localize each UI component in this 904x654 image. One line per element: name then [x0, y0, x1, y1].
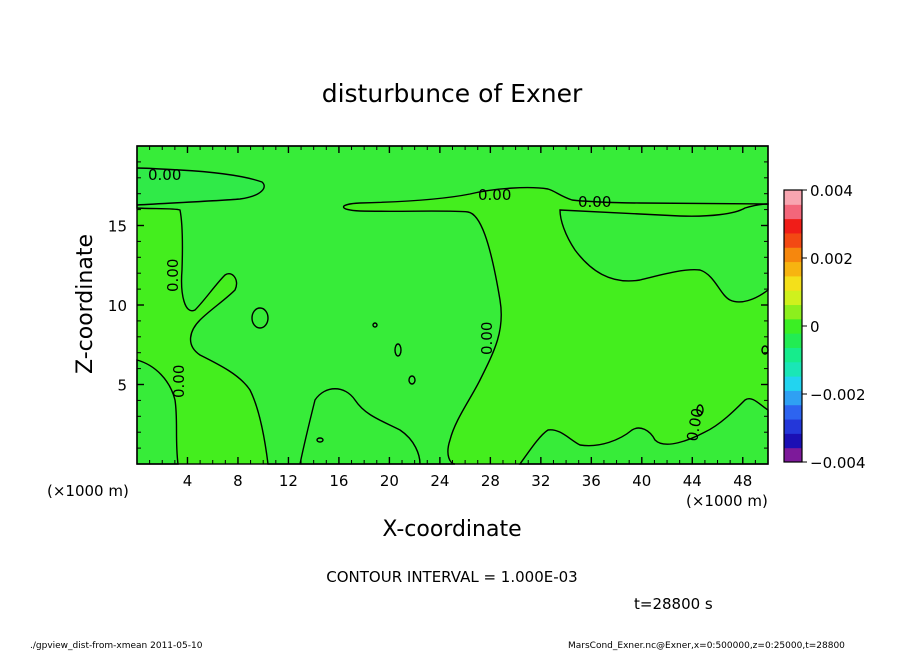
colorbar-segment [784, 433, 802, 449]
time-text: t=28800 s [634, 595, 713, 613]
x-tick-label: 8 [233, 472, 243, 490]
colorbar-segment [784, 261, 802, 277]
zero-contour-loop [394, 343, 402, 357]
colorbar-segment [784, 204, 802, 220]
contour-label: 0.00 [148, 166, 181, 184]
x-tick-label: 20 [380, 472, 399, 490]
colorbar-segment [784, 376, 802, 391]
colorbar-segment [784, 247, 802, 263]
zero-contour-line [518, 398, 769, 465]
x-tick-label: 44 [683, 472, 702, 490]
x-unit-right: (×1000 m) [686, 492, 768, 510]
x-tick-label: 40 [632, 472, 651, 490]
colorbar-segment [784, 290, 802, 306]
zero-contour-loop [696, 404, 704, 416]
colorbar-segment [784, 361, 802, 377]
colorbar-segment [784, 218, 802, 234]
x-tick-label: 48 [733, 472, 752, 490]
footer-left: ./gpview_dist-from-xmean 2011-05-10 [30, 641, 203, 651]
colorbar-tick-label: 0.002 [810, 250, 853, 268]
x-axis: 4 8 12 16 20 24 28 32 36 40 44 48 [149, 146, 756, 490]
colorbar-segment [784, 347, 802, 363]
colorbar-tick-label: 0 [810, 318, 820, 336]
zero-contour-line [136, 167, 265, 206]
colorbar-segment [784, 232, 802, 248]
x-tick-label: 12 [279, 472, 298, 490]
contour-label: 0.00 [164, 259, 182, 292]
colorbar-segment [784, 304, 802, 320]
zero-contour-line [559, 203, 769, 303]
footer-right: MarsCond_Exner.nc@Exner,x=0:500000,z=0:2… [568, 641, 845, 651]
y-tick-label: 10 [108, 297, 127, 315]
x-tick-label: 32 [531, 472, 550, 490]
x-axis-label: X-coordinate [382, 517, 521, 542]
zero-contours [136, 145, 769, 465]
contour-label: 0.00 [683, 407, 707, 443]
x-tick-label: 24 [430, 472, 449, 490]
negative-region [560, 204, 768, 302]
x-unit-left: (×1000 m) [47, 482, 129, 500]
negative-region [137, 168, 265, 205]
y-tick-label: 5 [117, 377, 127, 395]
colorbar-tick-label: −0.002 [810, 386, 866, 404]
colorbar-segment [784, 419, 802, 434]
zero-contour-loop [372, 322, 378, 328]
colorbar-segment [784, 447, 802, 463]
zero-contour-loop [251, 307, 269, 329]
x-tick-label: 16 [329, 472, 348, 490]
colorbar-segment [784, 190, 802, 205]
contour-label: 0.00 [478, 186, 511, 204]
plot-area: 0.00 0.00 0.00 0.00 0.00 0.00 0.00 [136, 145, 769, 465]
colorbar-segment [784, 318, 802, 334]
colorbar-segment [784, 390, 802, 406]
contour-interval-text: CONTOUR INTERVAL = 1.000E-03 [326, 568, 577, 586]
colorbar-segment [784, 333, 802, 348]
contour-label: 0.00 [578, 193, 611, 211]
x-tick-label: 36 [582, 472, 601, 490]
negative-regions [137, 146, 768, 464]
colorbar-ticks: 0.004 0.002 0 −0.002 −0.004 [802, 182, 866, 472]
colorbar [783, 189, 803, 463]
negative-region [137, 360, 178, 464]
contour-label: 0.00 [170, 365, 188, 398]
colorbar-tick-label: −0.004 [810, 454, 866, 472]
negative-region [520, 398, 768, 464]
colorbar-segment [784, 404, 802, 420]
colorbar-segment [784, 275, 802, 291]
y-axis-label: Z-coordinate [73, 234, 98, 374]
x-tick-label: 28 [481, 472, 500, 490]
x-tick-label: 4 [183, 472, 193, 490]
negative-region [137, 146, 768, 464]
chart-title: disturbunce of Exner [322, 79, 583, 108]
colorbar-tick-label: 0.004 [810, 182, 853, 200]
contour-label: 0.00 [478, 322, 496, 355]
y-tick-label: 15 [108, 218, 127, 236]
y-axis: 5 10 15 [108, 161, 768, 449]
zero-contour-line [136, 359, 179, 465]
zero-contour-loop [316, 437, 324, 443]
contour-labels: 0.00 0.00 0.00 0.00 0.00 0.00 0.00 [148, 166, 707, 443]
zero-contour-loop [408, 375, 416, 385]
